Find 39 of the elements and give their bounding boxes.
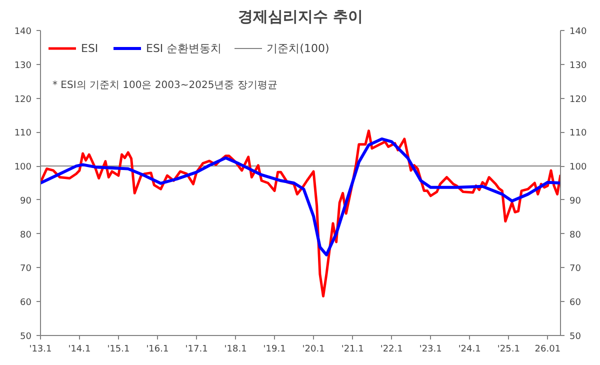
legend-label: 기준치(100) — [266, 40, 330, 56]
x-tick-label: '15.1 — [107, 344, 130, 354]
y2-tick-label: 120 — [570, 94, 587, 105]
y-tick-label: 140 — [14, 27, 32, 37]
x-tick-label: 26.01 — [534, 344, 561, 354]
y2-tick-label: 130 — [570, 60, 587, 71]
annotation: * ESI의 기준치 100은 2003~2025년중 장기평균 — [52, 80, 278, 91]
y2-tick-label: 90 — [570, 196, 582, 206]
x-tick-label: '23.1 — [419, 344, 442, 354]
y-tick-label: 50 — [20, 332, 32, 342]
x-tick-label: '14.1 — [68, 344, 91, 354]
x-tick-label: '20.1 — [302, 344, 325, 354]
x-tick-label: '25.1 — [497, 344, 520, 354]
y-tick-label: 60 — [20, 298, 32, 308]
y-tick-label: 110 — [14, 128, 32, 139]
x-tick-label: '24.1 — [458, 344, 481, 354]
y2-tick-label: 80 — [570, 230, 582, 240]
y2-tick-label: 100 — [570, 162, 587, 173]
y-tick-label: 130 — [14, 60, 32, 71]
legend-label: ESI 순환변동치 — [146, 40, 222, 56]
legend-label: ESI — [81, 42, 100, 54]
chart-title: 경제심리지수 추이 — [238, 8, 364, 26]
x-tick-label: '19.1 — [263, 344, 286, 354]
x-tick-label: '18.1 — [224, 344, 247, 354]
y2-tick-label: 140 — [570, 27, 587, 37]
x-tick-label: '13.1 — [29, 344, 52, 354]
y-tick-label: 80 — [20, 230, 32, 240]
y2-tick-label: 70 — [570, 264, 582, 274]
x-tick-label: '16.1 — [146, 344, 169, 354]
x-tick-label: '17.1 — [185, 344, 208, 354]
x-tick-label: '22.1 — [380, 344, 403, 354]
y2-tick-label: 50 — [570, 332, 582, 342]
x-tick-label: '21.1 — [341, 344, 364, 354]
y-tick-label: 120 — [14, 94, 32, 105]
y-tick-label: 100 — [14, 162, 32, 173]
y2-tick-label: 60 — [570, 298, 582, 308]
y-tick-label: 70 — [20, 264, 32, 274]
y-tick-label: 90 — [20, 196, 32, 206]
y2-tick-label: 110 — [570, 128, 587, 139]
